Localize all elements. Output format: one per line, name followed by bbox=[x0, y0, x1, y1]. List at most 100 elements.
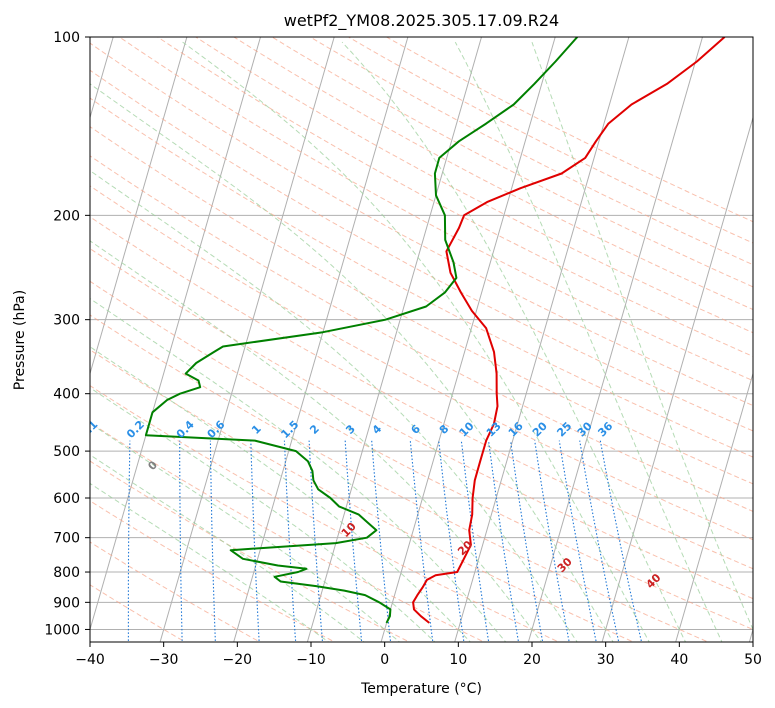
mixing-ratio-label: 0.2 bbox=[124, 418, 147, 441]
isotherm-line bbox=[675, 371, 753, 642]
dry-adiabat-line bbox=[90, 155, 753, 512]
dry-adiabat-line bbox=[90, 385, 560, 642]
y-tick-label: 200 bbox=[53, 208, 80, 224]
isotherm-line bbox=[601, 115, 753, 642]
mixing-ratio-label: 10 bbox=[457, 419, 477, 439]
temperature-profile-line bbox=[412, 37, 726, 624]
y-tick-label: 500 bbox=[53, 444, 80, 460]
moist-adiabat-line bbox=[90, 482, 330, 642]
isotherm-line bbox=[380, 37, 556, 642]
dry-adiabats bbox=[90, 37, 753, 642]
mixing-ratio-label: 20 bbox=[530, 419, 550, 439]
mixing-ratio-label: 16 bbox=[506, 419, 526, 439]
x-tick-label: 0 bbox=[380, 652, 389, 668]
mixing-ratio-line bbox=[510, 440, 544, 642]
moist-adiabat-line bbox=[90, 170, 578, 642]
dry-adiabat-line bbox=[271, 37, 753, 288]
x-tick-label: 10 bbox=[449, 652, 467, 668]
mixing-ratio-line bbox=[283, 440, 297, 642]
mixing-ratio-line bbox=[344, 440, 363, 642]
dry-adiabat-line bbox=[90, 460, 411, 642]
moist-adiabat-line bbox=[90, 422, 401, 642]
y-tick-label: 600 bbox=[53, 491, 80, 507]
mixing-ratio-line bbox=[308, 440, 324, 642]
x-tick-label: −30 bbox=[149, 652, 179, 668]
moist-adiabat-line bbox=[341, 41, 687, 642]
mixing-ratio-line bbox=[250, 440, 260, 642]
isotherm-line bbox=[90, 37, 262, 632]
y-axis-label: Pressure (hPa) bbox=[12, 290, 28, 390]
mixing-ratio-label: 13 bbox=[484, 420, 504, 440]
mixing-ratio-label: 25 bbox=[554, 420, 574, 440]
dewpoint-profile-line bbox=[144, 37, 579, 624]
dry-adiabat-line bbox=[90, 280, 753, 630]
y-tick-label: 300 bbox=[53, 313, 80, 329]
dry-adiabat-line bbox=[194, 37, 753, 334]
x-axis-ticks: −40 −30 −20 −10 0 10 20 30 40 50 bbox=[75, 642, 762, 668]
dry-adiabat-line bbox=[347, 37, 753, 244]
dry-adiabat-line bbox=[90, 97, 753, 458]
isopleth-labels: -100-90-80-70-60-50-40-30-20-10010203040… bbox=[0, 409, 664, 591]
moist-adiabat-line bbox=[454, 41, 723, 642]
chart-title: wetPf2_YM08.2025.305.17.09.R24 bbox=[284, 11, 559, 31]
mixing-ratio-line bbox=[579, 440, 620, 642]
isotherm-line bbox=[527, 37, 704, 642]
dry-adiabat-line bbox=[90, 216, 753, 570]
x-tick-label: −20 bbox=[223, 652, 253, 668]
dry-adiabat-line bbox=[90, 248, 753, 600]
dry-adiabat-label: -10 bbox=[0, 409, 4, 432]
isotherms bbox=[90, 37, 753, 642]
isotherm-line bbox=[454, 37, 630, 642]
mixing-ratio-label: 1 bbox=[249, 422, 264, 437]
mixing-ratio-line bbox=[127, 440, 131, 642]
mixing-ratio-line bbox=[179, 440, 183, 642]
dry-adiabat-line bbox=[90, 541, 261, 642]
isotherm-line bbox=[306, 37, 483, 642]
isotherm-line bbox=[233, 37, 409, 642]
moist-adiabat-line bbox=[90, 297, 507, 642]
dry-adiabat-line bbox=[90, 584, 187, 642]
moist-adiabat-label: 20 bbox=[455, 538, 475, 558]
mixing-ratio-line bbox=[460, 440, 490, 642]
pressure-gridlines bbox=[90, 37, 753, 630]
dry-adiabat-line bbox=[232, 37, 753, 311]
mixing-ratio-label: 0.1 bbox=[77, 418, 100, 441]
dry-adiabat-line bbox=[90, 42, 753, 407]
dry-adiabat-line bbox=[90, 185, 753, 541]
x-tick-label: −40 bbox=[75, 652, 105, 668]
mixing-ratio-label: 1.5 bbox=[278, 418, 301, 441]
moist-adiabat-line bbox=[90, 387, 436, 642]
dry-adiabat-line bbox=[90, 314, 710, 642]
moist-adiabat-line bbox=[531, 41, 753, 631]
x-tick-label: −10 bbox=[296, 652, 326, 668]
dry-adiabat-line bbox=[90, 126, 753, 485]
y-axis-ticks: 1000 900 800 700 600 500 400 300 200 100 bbox=[44, 30, 90, 638]
moist-adiabats bbox=[90, 41, 753, 642]
x-tick-label: 40 bbox=[670, 652, 688, 668]
y-tick-label: 1000 bbox=[44, 622, 80, 638]
x-tick-label: 20 bbox=[523, 652, 541, 668]
y-tick-label: 400 bbox=[53, 387, 80, 403]
moist-adiabat-line bbox=[182, 41, 650, 642]
mixing-ratio-label: 8 bbox=[437, 422, 452, 437]
moist-adiabat-label: 40 bbox=[644, 571, 664, 591]
moist-adiabat-line bbox=[90, 83, 614, 642]
mixing-ratio-line bbox=[599, 440, 643, 642]
plot-area: -100-90-80-70-60-50-40-30-20-10010203040… bbox=[0, 37, 753, 642]
dry-adiabat-line bbox=[90, 422, 486, 642]
isotherm-line bbox=[159, 37, 335, 642]
mixing-ratio-line bbox=[209, 440, 216, 642]
mixing-ratio-line bbox=[534, 440, 570, 642]
moist-adiabat-line bbox=[90, 454, 365, 642]
x-tick-label: 30 bbox=[597, 652, 615, 668]
mixing-ratio-label: 2 bbox=[307, 422, 322, 437]
moist-adiabat-line bbox=[90, 346, 471, 642]
mixing-ratio-line bbox=[438, 440, 465, 642]
y-tick-label: 800 bbox=[53, 565, 80, 581]
mixing-ratio-line bbox=[409, 440, 434, 642]
plot-frame bbox=[89, 36, 754, 643]
mixing-ratio-line bbox=[558, 440, 597, 642]
isotherm-line bbox=[90, 37, 188, 376]
y-tick-label: 700 bbox=[53, 531, 80, 547]
